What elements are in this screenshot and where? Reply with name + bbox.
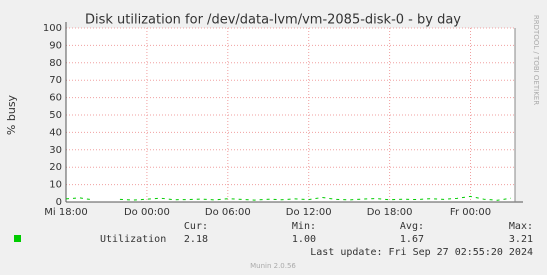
x-tick-label: Do 18:00	[367, 207, 413, 218]
data-line	[65, 195, 512, 201]
plot-area	[66, 28, 515, 202]
summary-header: Cur:	[184, 221, 208, 232]
summary-value: 1.67	[400, 234, 424, 245]
chart-title: Disk utilization for /dev/data-lvm/vm-20…	[85, 13, 461, 28]
summary-value: 1.00	[292, 234, 316, 245]
x-tick-label: Do 00:00	[124, 207, 170, 218]
summary-value: 2.18	[184, 234, 208, 245]
y-tick-label: 30	[49, 145, 62, 156]
y-tick-label: 50	[49, 110, 62, 121]
y-tick-label: 20	[49, 162, 62, 173]
summary-value: 3.21	[509, 234, 533, 245]
x-tick-label: Fr 00:00	[450, 207, 491, 218]
y-tick-label: 100	[43, 23, 62, 34]
legend-label: Utilization	[100, 234, 166, 245]
y-tick-label: 60	[49, 93, 62, 104]
summary-header: Min:	[292, 221, 316, 232]
y-tick-label: 0	[56, 197, 62, 208]
summary-header: Max:	[509, 221, 533, 232]
legend-swatch	[14, 235, 21, 242]
footer: Munin 2.0.56	[250, 262, 296, 270]
y-tick-label: 10	[49, 180, 62, 191]
y-axis-label: % busy	[5, 94, 18, 135]
x-tick-label: Mi 18:00	[44, 207, 87, 218]
y-tick-label: 40	[49, 127, 62, 138]
y-tick-label: 80	[49, 58, 62, 69]
x-tick-label: Do 12:00	[286, 207, 332, 218]
y-tick-label: 70	[49, 75, 62, 86]
summary-header: Avg:	[400, 221, 424, 232]
side-text: RRDTOOL / TOBI OETIKER	[532, 15, 540, 105]
y-tick-label: 90	[49, 40, 62, 51]
last-update: Last update: Fri Sep 27 02:55:20 2024	[310, 247, 533, 258]
x-tick-label: Do 06:00	[205, 207, 251, 218]
